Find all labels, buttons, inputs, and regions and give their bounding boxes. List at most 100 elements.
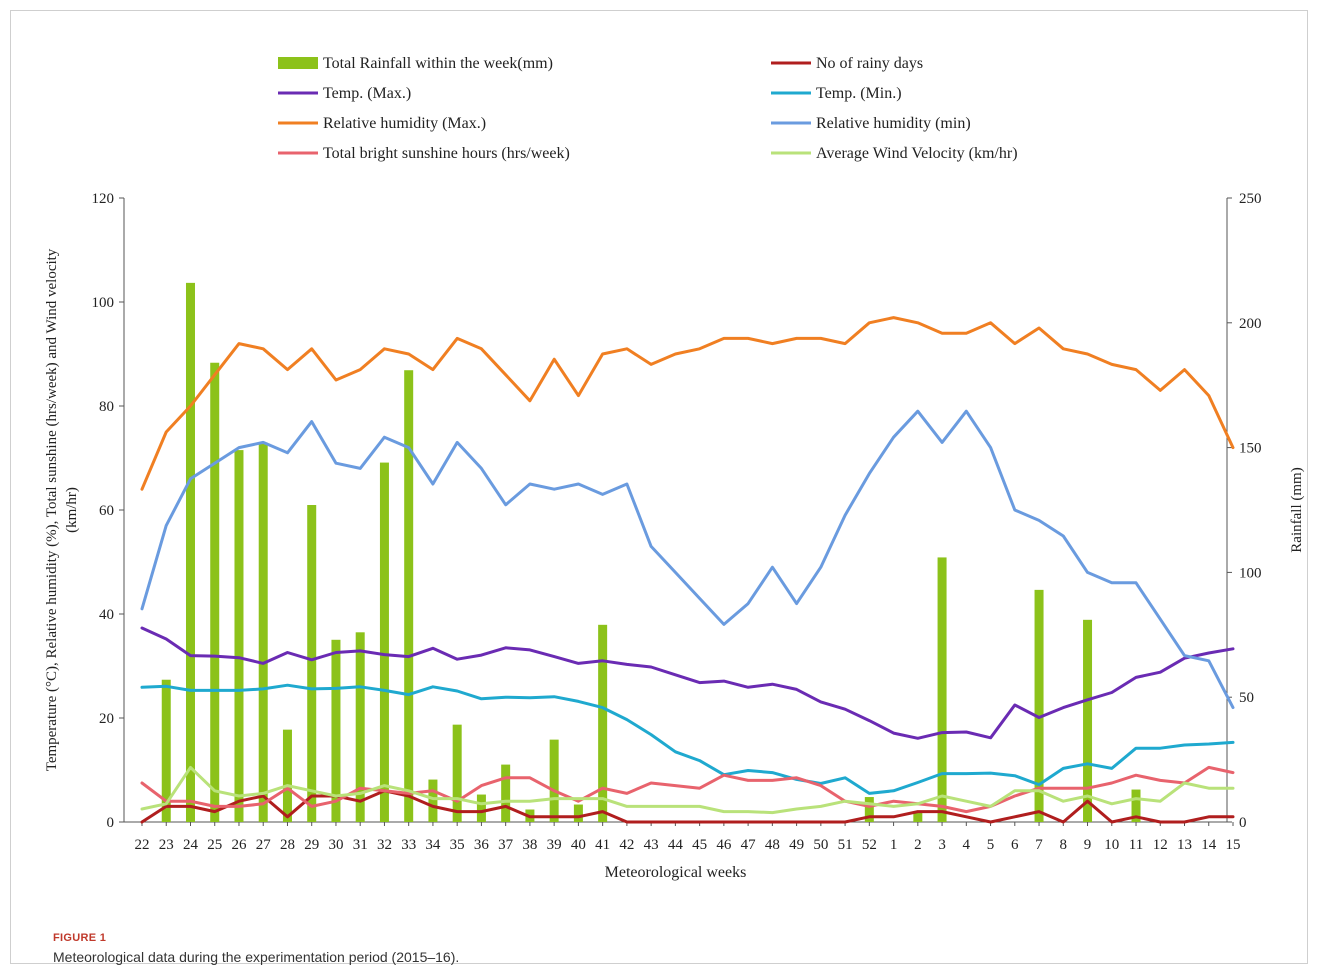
rainfall-bar <box>185 282 195 822</box>
x-tick-label: 27 <box>256 837 272 853</box>
legend-label: Average Wind Velocity (km/hr) <box>816 145 1018 162</box>
y-right-tick-label: 150 <box>1239 441 1262 457</box>
x-tick-label: 50 <box>813 837 828 853</box>
rainfall-bar <box>598 624 608 822</box>
y-left-tick-label: 60 <box>99 503 114 519</box>
legend-label: Temp. (Min.) <box>816 85 902 102</box>
legend-label: Temp. (Max.) <box>323 85 411 102</box>
series-line-0 <box>140 789 1235 824</box>
rainfall-bar <box>355 632 365 822</box>
rainfall-bar <box>428 779 438 822</box>
x-tick-label: 47 <box>741 837 757 853</box>
y-left-tick-label: 40 <box>99 607 114 623</box>
rainfall-bar <box>501 764 511 822</box>
x-tick-label: 33 <box>401 837 416 853</box>
x-axis-title: Meteorological weeks <box>605 864 747 881</box>
x-tick-label: 26 <box>231 837 247 853</box>
rainfall-bar <box>234 450 244 822</box>
rainfall-bar <box>476 794 486 822</box>
y-left-tick-label: 20 <box>99 711 114 727</box>
rainfall-bar <box>573 804 583 822</box>
x-tick-label: 12 <box>1153 837 1168 853</box>
x-tick-label: 24 <box>183 837 199 853</box>
x-tick-label: 49 <box>789 837 804 853</box>
y-left-tick-label: 100 <box>92 295 115 311</box>
y-left-tick-label: 80 <box>99 399 114 415</box>
rainfall-bar <box>404 370 414 822</box>
series-line-5 <box>140 765 1235 814</box>
x-tick-label: 3 <box>938 837 946 853</box>
rainfall-bar <box>307 505 317 822</box>
x-tick-label: 14 <box>1201 837 1217 853</box>
x-tick-label: 15 <box>1226 837 1241 853</box>
rainfall-bar <box>379 462 389 822</box>
x-tick-label: 22 <box>135 837 150 853</box>
x-tick-label: 6 <box>1011 837 1019 853</box>
x-tick-label: 13 <box>1177 837 1192 853</box>
rainfall-bar <box>161 679 171 822</box>
y-right-tick-label: 50 <box>1239 690 1254 706</box>
rainfall-bar <box>1034 589 1044 822</box>
rainfall-bar <box>452 724 462 822</box>
legend-label: Relative humidity (Max.) <box>323 115 486 132</box>
rainfall-bar <box>1131 789 1141 822</box>
figure-frame: 0 20 40 60 80 100 120 0 50 100 150 200 250 22 23 24 25 26… <box>10 10 1308 965</box>
x-tick-label: 34 <box>425 837 441 853</box>
series-line-1 <box>140 626 1235 740</box>
x-tick-label: 29 <box>304 837 319 853</box>
y-right-tick-label: 100 <box>1239 565 1262 581</box>
x-tick-label: 36 <box>474 837 490 853</box>
x-tick-label: 39 <box>547 837 562 853</box>
x-tick-label: 48 <box>765 837 780 853</box>
legend-label: Total bright sunshine hours (hrs/week) <box>323 145 570 162</box>
y-right-tick-label: 0 <box>1239 815 1247 831</box>
x-tick-label: 1 <box>890 837 898 853</box>
rainfall-bar <box>913 812 923 822</box>
series-line-6 <box>140 765 1235 815</box>
legend-swatch-rainfall <box>278 57 318 69</box>
x-tick-label: 9 <box>1084 837 1092 853</box>
x-tick-label: 11 <box>1129 837 1143 853</box>
rainfall-bar <box>937 557 947 822</box>
rainfall-bar <box>1083 619 1093 822</box>
x-tick-label: 35 <box>450 837 465 853</box>
x-tick-label: 42 <box>619 837 634 853</box>
rainfall-bar <box>549 739 559 822</box>
x-tick-label: 43 <box>644 837 659 853</box>
x-tick-label: 45 <box>692 837 707 853</box>
x-tick-label: 10 <box>1104 837 1119 853</box>
x-tick-label: 37 <box>498 837 513 853</box>
series-line-2 <box>140 683 1235 795</box>
x-tick-label: 46 <box>716 837 732 853</box>
y-left-tick-label: 120 <box>92 191 115 207</box>
series-line-4 <box>140 409 1235 710</box>
rainfall-bar <box>331 639 341 822</box>
figure-caption: Meteorological data during the experimen… <box>53 949 460 965</box>
x-tick-label: 8 <box>1060 837 1068 853</box>
x-tick-label: 4 <box>963 837 971 853</box>
x-tick-label: 41 <box>595 837 610 853</box>
legend-label: No of rainy days <box>816 55 923 72</box>
x-tick-label: 2 <box>914 837 922 853</box>
legend-label: Relative humidity (min) <box>816 115 971 132</box>
series-line-3 <box>140 316 1235 491</box>
rainfall-bar <box>282 729 292 822</box>
rainfall-bar <box>864 797 874 822</box>
figure-label: FIGURE 1 <box>53 932 107 944</box>
x-tick-label: 25 <box>207 837 222 853</box>
y-left-tick-label: 0 <box>107 815 115 831</box>
x-tick-label: 28 <box>280 837 295 853</box>
legend-label: Total Rainfall within the week(mm) <box>323 55 553 72</box>
x-tick-label: 52 <box>862 837 877 853</box>
x-tick-label: 32 <box>377 837 392 853</box>
y-axis-right-title: Rainfall (mm) <box>1289 467 1305 552</box>
x-tick-label: 7 <box>1035 837 1043 853</box>
x-tick-label: 31 <box>353 837 368 853</box>
x-tick-label: 30 <box>328 837 343 853</box>
x-tick-label: 44 <box>668 837 684 853</box>
rainfall-bar <box>258 442 268 822</box>
x-tick-label: 51 <box>838 837 853 853</box>
x-tick-label: 5 <box>987 837 995 853</box>
x-tick-label: 38 <box>522 837 537 853</box>
